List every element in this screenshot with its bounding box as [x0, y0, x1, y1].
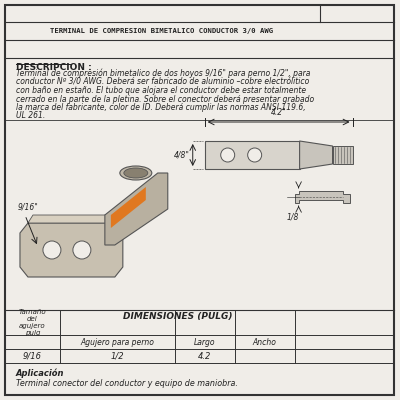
Circle shape — [221, 148, 235, 162]
Text: Aplicación: Aplicación — [16, 368, 64, 378]
Text: 4.2: 4.2 — [198, 352, 212, 361]
Text: Ancho: Ancho — [253, 338, 276, 347]
Text: 4.2": 4.2" — [271, 108, 286, 117]
Text: cerrado en la parte de la pletina. Sobre el conector deberá presentar grabado: cerrado en la parte de la pletina. Sobre… — [16, 94, 314, 104]
Text: Tamaño
del
agujero
pulg: Tamaño del agujero pulg — [19, 309, 46, 336]
Polygon shape — [111, 187, 146, 228]
Polygon shape — [300, 141, 332, 169]
Ellipse shape — [124, 168, 148, 178]
Polygon shape — [28, 215, 120, 223]
Bar — [205, 141, 300, 169]
Text: UL 261.: UL 261. — [16, 112, 45, 120]
Text: DIMENSIONES (PULG): DIMENSIONES (PULG) — [122, 312, 232, 322]
Bar — [332, 146, 352, 164]
Polygon shape — [295, 191, 350, 203]
Polygon shape — [20, 223, 123, 277]
Text: 9/16: 9/16 — [23, 352, 42, 361]
Circle shape — [43, 241, 61, 259]
Text: Terminal conector del conductor y equipo de maniobra.: Terminal conector del conductor y equipo… — [16, 379, 238, 388]
Text: la marca del fabricante, color de ID. Deberá cumplir las normas ANSI 119.6,: la marca del fabricante, color de ID. De… — [16, 103, 306, 112]
Ellipse shape — [120, 166, 152, 180]
Text: 4/8": 4/8" — [174, 150, 190, 160]
Text: DESCRIPCION :: DESCRIPCION : — [16, 63, 92, 72]
Text: 9/16": 9/16" — [18, 202, 39, 211]
Text: con baño en estaño. El tubo que alojara el conductor debe estar totalmente: con baño en estaño. El tubo que alojara … — [16, 86, 306, 95]
Circle shape — [73, 241, 91, 259]
Polygon shape — [105, 173, 168, 245]
Text: Agujero para perno: Agujero para perno — [80, 338, 154, 347]
Text: 1/8: 1/8 — [286, 212, 299, 221]
Text: 1/2: 1/2 — [110, 352, 124, 361]
Text: Largo: Largo — [194, 338, 216, 347]
Text: conductor Nº 3/0 AWG. Deberá ser fabricado de aluminio –cobre electrólitico: conductor Nº 3/0 AWG. Deberá ser fabrica… — [16, 78, 309, 86]
Text: Terminal de compresión bimetalico de dos hoyos 9/16" para perno 1/2", para: Terminal de compresión bimetalico de dos… — [16, 69, 310, 78]
Text: TERMINAL DE COMPRESION BIMETALICO CONDUCTOR 3/0 AWG: TERMINAL DE COMPRESION BIMETALICO CONDUC… — [50, 28, 273, 34]
Circle shape — [248, 148, 262, 162]
